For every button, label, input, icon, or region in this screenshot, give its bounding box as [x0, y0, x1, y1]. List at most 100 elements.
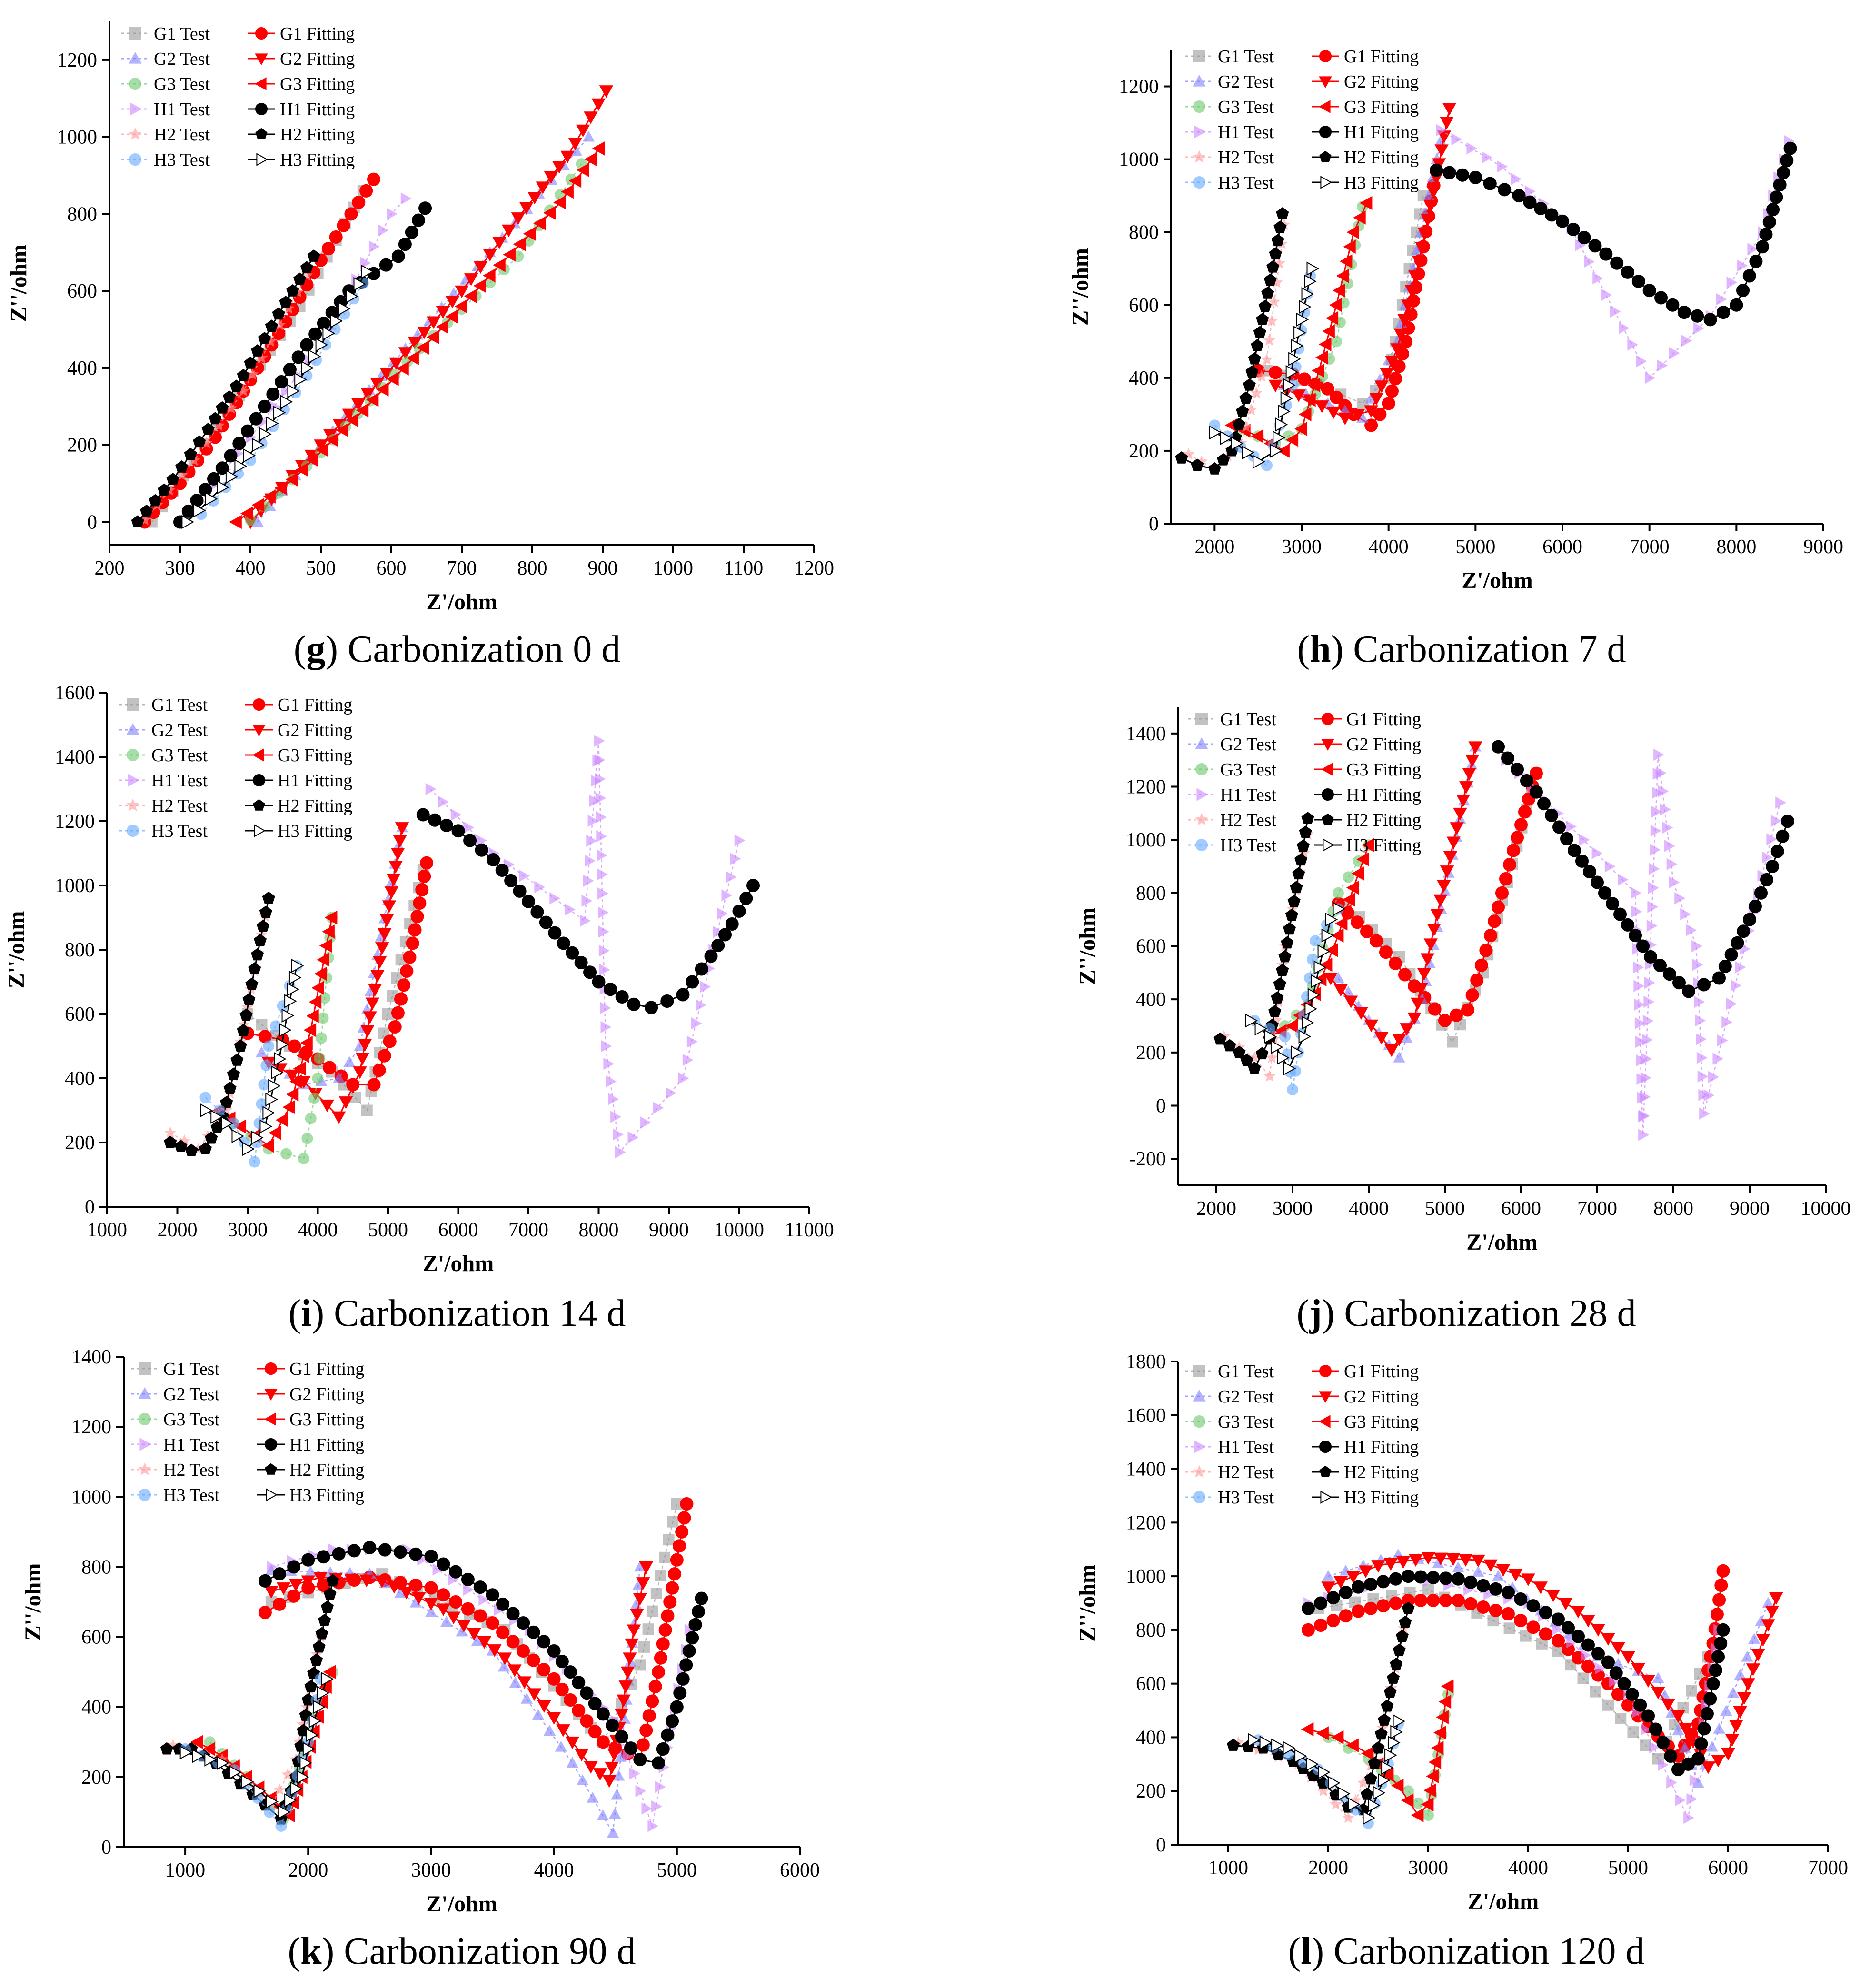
series-h1-fit-point — [301, 1553, 315, 1567]
series-g1-fit-point — [409, 1579, 423, 1592]
series-g2-fit-point — [1404, 285, 1419, 298]
series-h1-test-point — [721, 889, 733, 902]
series-g1-fit-point — [675, 1525, 689, 1539]
series-h1-fit-point — [496, 1597, 510, 1611]
series-h3-fit-point — [179, 1745, 193, 1760]
series-h1-fit-point — [1697, 1722, 1711, 1736]
series-h1-test-point — [1644, 372, 1656, 384]
series-g3-fit-point — [319, 938, 332, 953]
series-g2-fit-point — [382, 900, 397, 913]
legend-label: G2 Test — [1218, 72, 1274, 92]
series-h1-fit-point — [1568, 844, 1581, 857]
series-h1-test-point — [651, 1800, 662, 1813]
series-h1-fit-point — [1776, 829, 1790, 843]
legend-label: H2 Test — [151, 796, 208, 816]
series-h1-test-point — [387, 208, 398, 220]
series-g2-fit-point — [1411, 997, 1425, 1011]
series-h1-fit-point — [615, 1730, 628, 1744]
caption-text: Carbonization 120 d — [1333, 1930, 1644, 1972]
y-axis-title: Z''/ohm — [1075, 907, 1100, 985]
series-h2-fit-point — [259, 905, 272, 918]
series-h2-fit-point — [1301, 812, 1314, 825]
series-h1-test-point — [1482, 151, 1493, 164]
series-h1-test-point — [1655, 767, 1667, 779]
y-tick-label: 1400 — [55, 746, 95, 768]
series-h1-fit-point — [1737, 924, 1751, 938]
series-g1-fit-point — [1539, 1627, 1552, 1641]
series-h1-fit-point — [1562, 1621, 1575, 1635]
series-h2-fit-point — [1251, 339, 1264, 352]
series-h1-fit-point — [1613, 907, 1627, 921]
legend-marker — [253, 799, 265, 811]
x-tick-label: 8000 — [1716, 536, 1756, 558]
series-h1-test-point — [1726, 997, 1737, 1010]
legend-label: H1 Test — [1220, 785, 1276, 805]
y-tick-label: 600 — [65, 1004, 95, 1025]
series-g1-fit-point — [406, 936, 419, 950]
series-h2-fit-point — [245, 977, 259, 990]
legend-label: G1 Fitting — [280, 24, 355, 44]
series-h1-fit-point — [258, 1574, 272, 1588]
series-g3-fit-point — [1303, 393, 1316, 407]
series-h1-test-point — [583, 875, 594, 887]
y-tick-label: 1000 — [1119, 149, 1159, 171]
series-g3-fit-point — [568, 174, 582, 188]
series-h2-fit-point — [201, 423, 215, 435]
legend-marker — [264, 1389, 278, 1401]
y-tick-label: 400 — [67, 358, 97, 379]
series-h1-fit-point — [1621, 265, 1634, 279]
series-g1-test-point — [1602, 1699, 1614, 1711]
series-h2-test-point — [1342, 1811, 1354, 1823]
legend-label: H2 Fitting — [289, 1460, 364, 1480]
series-h1-fit-point — [1552, 820, 1566, 834]
series-g3-fit-point — [1316, 1726, 1329, 1740]
series-g2-fit-point — [365, 997, 380, 1010]
series-g2-test-point — [1720, 1705, 1732, 1716]
series-g2-fit-point — [605, 1761, 619, 1775]
series-g1-fit-point — [273, 1597, 287, 1611]
series-g3-fit-point — [1285, 433, 1299, 447]
series-g3-fit-point — [503, 248, 516, 262]
legend-marker — [129, 127, 142, 140]
y-tick-label: 400 — [1129, 368, 1159, 389]
legend-label: G2 Fitting — [278, 720, 352, 740]
series-h2-fit-point — [1368, 1757, 1381, 1769]
series-g1-fit-point — [486, 1616, 499, 1630]
series-g3-fit-point — [366, 393, 379, 407]
series-g3-fit-point — [308, 994, 322, 1009]
x-tick-label: 500 — [306, 557, 336, 579]
series-g1-test-point — [1615, 1712, 1627, 1724]
series-g2-fit-point — [537, 1700, 551, 1713]
series-h3-fit-point — [1275, 417, 1288, 432]
series-h1-test-point — [1641, 1053, 1652, 1065]
series-h1-fit-point — [686, 1631, 699, 1645]
series-g2-fit-point — [360, 388, 375, 401]
series-h1-test-point — [1641, 1072, 1651, 1084]
series-g2-fit-point — [1338, 412, 1353, 426]
series-g1-fit-point — [372, 1064, 386, 1077]
series-g2-test-point — [582, 130, 595, 142]
series-h1-test-point — [1436, 124, 1447, 137]
series-h1-test-point — [534, 881, 546, 894]
series-g3-test-point — [308, 1093, 320, 1104]
series-h1-fit-point — [1641, 1709, 1655, 1723]
y-axis-title: Z''/ohm — [1075, 1564, 1100, 1642]
series-g1-test-point — [1686, 1685, 1697, 1697]
series-h1-test-point — [1566, 1636, 1578, 1649]
series-g2-fit-point — [633, 1593, 647, 1606]
y-tick-label: 200 — [65, 1132, 95, 1154]
series-g3-fit-point — [513, 237, 526, 251]
legend-label: G3 Fitting — [289, 1410, 364, 1430]
series-h1-fit-point — [1730, 298, 1743, 312]
series-h1-test-point — [267, 1561, 278, 1573]
series-h1-test-point — [1660, 803, 1671, 816]
legend-label: H2 Test — [1218, 1462, 1274, 1482]
legend-marker — [129, 153, 141, 166]
series-h2-fit-point — [256, 920, 269, 932]
series-h1-test-point — [1592, 272, 1604, 285]
chart-panel-i: 1000 2000 3000 4000 5000 6000 7000 8000 9000 1000… — [4, 682, 834, 1334]
series-g1-fit-point — [337, 219, 350, 232]
series-h3-fit-point — [1306, 261, 1319, 276]
series-g1-fit-point — [397, 978, 411, 992]
series-h1-test-point — [549, 892, 561, 905]
